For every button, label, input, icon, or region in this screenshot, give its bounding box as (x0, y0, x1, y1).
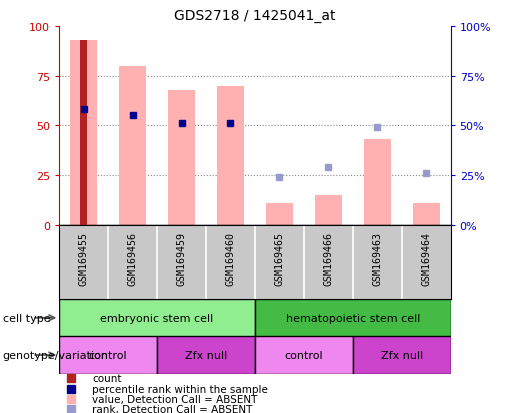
Text: GSM169460: GSM169460 (226, 231, 235, 285)
Bar (80, 41, 88, 225)
Text: genotype/variation: genotype/variation (3, 350, 109, 360)
Text: GSM169455: GSM169455 (79, 231, 89, 285)
Text: Zfx null: Zfx null (381, 350, 423, 360)
Bar (59, 337, 157, 374)
Text: GSM169465: GSM169465 (274, 231, 284, 285)
Bar (255, 299, 451, 337)
Title: GDS2718 / 1425041_at: GDS2718 / 1425041_at (174, 9, 336, 23)
Text: cell type: cell type (3, 313, 50, 323)
Text: embryonic stem cell: embryonic stem cell (100, 313, 214, 323)
Text: percentile rank within the sample: percentile rank within the sample (93, 384, 268, 394)
Text: count: count (93, 373, 122, 383)
Text: GSM169456: GSM169456 (128, 231, 138, 285)
Bar (70, 41, 97, 225)
Bar (266, 203, 293, 225)
Text: GSM169466: GSM169466 (323, 231, 333, 285)
Text: Zfx null: Zfx null (185, 350, 227, 360)
Text: GSM169463: GSM169463 (372, 231, 382, 285)
Bar (364, 140, 391, 225)
Bar (353, 337, 451, 374)
Bar (168, 90, 195, 225)
Bar (315, 195, 342, 225)
Bar (59, 299, 255, 337)
Bar (119, 66, 146, 225)
Text: control: control (89, 350, 128, 360)
Bar (255, 337, 353, 374)
Text: GSM169459: GSM169459 (177, 231, 186, 285)
Text: GSM169464: GSM169464 (421, 231, 431, 285)
Text: value, Detection Call = ABSENT: value, Detection Call = ABSENT (93, 394, 258, 404)
Text: hematopoietic stem cell: hematopoietic stem cell (286, 313, 420, 323)
Bar (157, 337, 255, 374)
Text: rank, Detection Call = ABSENT: rank, Detection Call = ABSENT (93, 404, 253, 413)
Text: control: control (284, 350, 323, 360)
Bar (217, 86, 244, 225)
Bar (413, 203, 440, 225)
